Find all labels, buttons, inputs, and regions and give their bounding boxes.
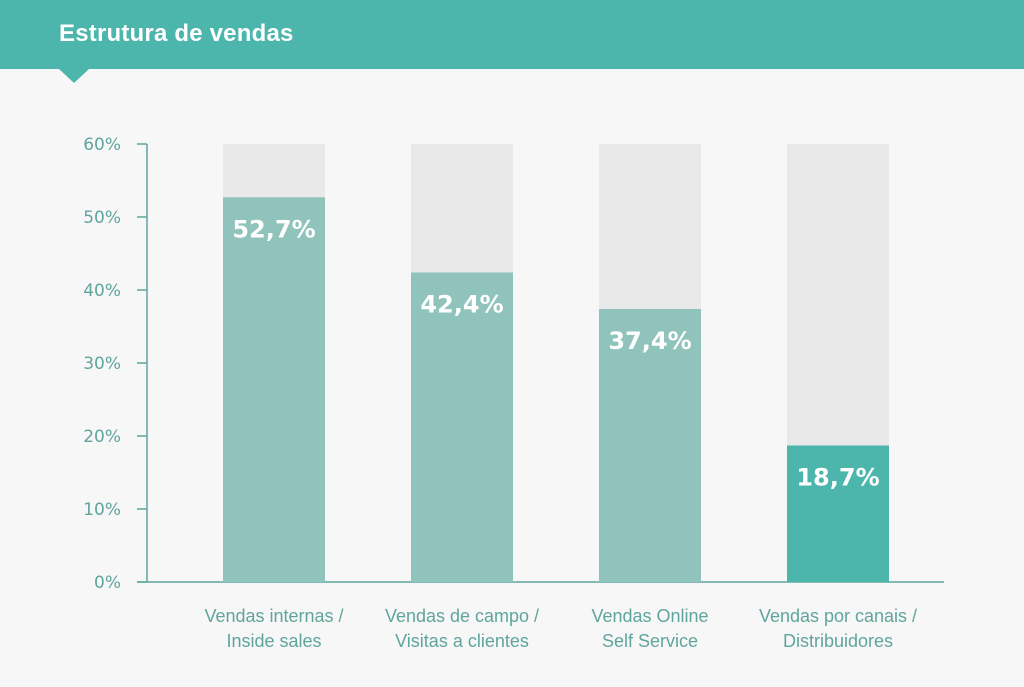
y-tick-label: 50% — [83, 208, 121, 228]
chart-labels: 52,7% Vendas internas / Inside sales 42,4% V… — [204, 215, 917, 651]
bar-value-label: 42,4% — [420, 290, 503, 318]
bar — [411, 272, 513, 582]
category-label: Self Service — [602, 631, 698, 651]
category-label: Vendas de campo / — [385, 606, 539, 626]
category-label: Vendas Online — [591, 606, 708, 626]
header-bar: Estrutura de vendas — [0, 0, 1024, 69]
y-tick-label: 0% — [94, 573, 121, 593]
y-tick-label: 40% — [83, 281, 121, 301]
header-pointer — [59, 69, 89, 83]
y-tick-label: 20% — [83, 427, 121, 447]
category-label: Vendas internas / — [204, 606, 343, 626]
bar — [599, 308, 701, 582]
bar-value-label: 52,7% — [232, 215, 315, 243]
y-tick-label: 10% — [83, 500, 121, 520]
y-tick-label: 30% — [83, 354, 121, 374]
category-label: Visitas a clientes — [395, 631, 529, 651]
bar — [223, 197, 325, 583]
category-label: Vendas por canais / — [759, 606, 917, 626]
chart-bars — [223, 144, 889, 583]
chart-axes: 0% 10% 20% 30% 40% 50% 60% — [83, 135, 944, 593]
chart-title: Estrutura de vendas — [59, 20, 294, 47]
bar-value-label: 18,7% — [796, 463, 879, 491]
category-label: Inside sales — [226, 631, 321, 651]
y-tick-label: 60% — [83, 135, 121, 155]
bar-value-label: 37,4% — [608, 327, 691, 355]
bar — [787, 445, 889, 582]
category-label: Distribuidores — [783, 631, 893, 651]
